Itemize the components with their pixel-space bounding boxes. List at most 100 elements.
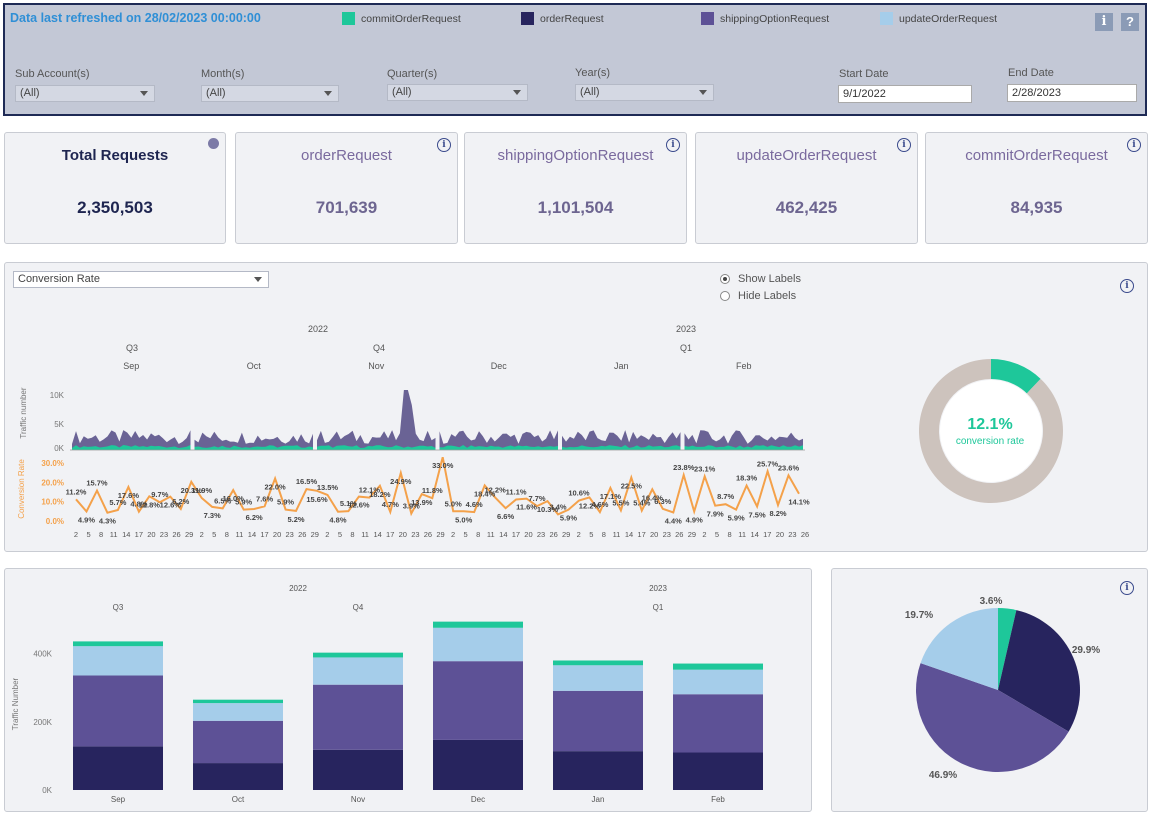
conversion-data-label: 25.7%: [757, 459, 779, 468]
hide-labels-radio[interactable]: Hide Labels: [720, 290, 796, 302]
month-select[interactable]: (All): [201, 85, 339, 102]
conversion-data-label: 11.6%: [516, 503, 537, 512]
legend-swatch-commit: [342, 12, 355, 25]
day-tick: 17: [260, 530, 268, 539]
conversion-data-label: 13.9%: [411, 498, 433, 507]
bar-segment: [433, 627, 523, 662]
conversion-data-label: 8.2%: [769, 509, 786, 518]
conversion-data-label: 12.8%: [139, 500, 161, 509]
bar-segment: [553, 665, 643, 691]
end-date-input[interactable]: 2/28/2023: [1007, 84, 1137, 102]
legend-item-shipping[interactable]: shippingOptionRequest: [701, 12, 829, 25]
day-tick: 11: [613, 530, 621, 539]
month-label: Month(s): [201, 68, 245, 80]
conversion-data-label: 33.0%: [432, 461, 454, 470]
bar-segment: [673, 669, 763, 695]
bar-segment: [193, 763, 283, 790]
commit-area-month: [72, 445, 191, 450]
legend-item-update[interactable]: updateOrderRequest: [880, 12, 997, 25]
chevron-down-icon: [513, 90, 521, 95]
bar-segment: [73, 641, 163, 647]
pie-slice-label: 46.9%: [929, 770, 957, 781]
bar-segment: [553, 751, 643, 790]
bar-segment: [433, 621, 523, 628]
day-tick: 20: [273, 530, 281, 539]
traffic-bar-chart: 2022 2023 Q3 Q4 Q1 Traffic Number 400K 200K 0K Se…: [11, 584, 763, 804]
traffic-axis-title: Traffic number: [19, 387, 28, 438]
commit-area-month: [194, 445, 313, 450]
day-tick: 14: [122, 530, 130, 539]
pie-slice: [998, 608, 1017, 690]
kpi-card-commit: commitOrderRequest 84,935 i: [925, 132, 1148, 244]
traffic-area-month: [684, 430, 803, 450]
day-tick: 2: [325, 530, 329, 539]
day-tick: 26: [675, 530, 683, 539]
year-select[interactable]: (All): [575, 84, 714, 101]
conversion-data-label: 5.9%: [560, 514, 577, 523]
kpi-value-order: 701,639: [315, 198, 378, 217]
bar-category-label: Feb: [711, 795, 725, 804]
conversion-data-label: 12.1%: [359, 486, 381, 495]
bar-category-label: Dec: [471, 795, 485, 804]
info-button[interactable]: i: [1095, 13, 1113, 31]
traffic-area-month: [317, 390, 436, 450]
kpi-title-update: updateOrderRequest: [736, 147, 877, 164]
legend-item-commit[interactable]: commitOrderRequest: [342, 12, 461, 25]
traffic-area-month: [562, 430, 681, 450]
show-labels-text: Show Labels: [738, 273, 801, 285]
info-icon[interactable]: i: [1120, 279, 1134, 293]
day-tick: 8: [728, 530, 732, 539]
day-tick: 17: [763, 530, 771, 539]
day-tick: 29: [562, 530, 570, 539]
kpi-value-shipping: 1,101,504: [537, 198, 614, 217]
show-labels-radio[interactable]: Show Labels: [720, 273, 801, 285]
info-icon[interactable]: i: [1120, 581, 1134, 595]
commit-area-month: [317, 445, 436, 450]
status-dot: [208, 138, 219, 149]
quarter-label: Q3: [126, 343, 138, 353]
info-icon[interactable]: i: [437, 138, 451, 152]
legend-swatch-order: [521, 12, 534, 25]
conversion-data-label: 5.5%: [612, 498, 629, 507]
kpi-card-total: Total Requests 2,350,503: [4, 132, 226, 244]
bar-y-tick: 0K: [42, 786, 52, 795]
day-tick: 2: [451, 530, 455, 539]
day-tick: 26: [298, 530, 306, 539]
start-date-input[interactable]: 9/1/2022: [838, 85, 972, 103]
kpi-card-update: updateOrderRequest 462,425 i: [695, 132, 918, 244]
conversion-data-label: 7.7%: [528, 494, 545, 503]
request-share-pie: 3.6% 29.9% 46.9% 19.7%: [905, 596, 1100, 781]
info-icon[interactable]: i: [666, 138, 680, 152]
help-button[interactable]: ?: [1121, 13, 1139, 31]
donut-value: 12.1%: [967, 416, 1013, 433]
kpi-card-order: orderRequest 701,639 i: [235, 132, 458, 244]
bar-segment: [73, 675, 163, 747]
day-tick: 5: [715, 530, 719, 539]
conversion-data-label: 5.7%: [109, 498, 126, 507]
day-tick: 17: [386, 530, 394, 539]
day-tick: 26: [424, 530, 432, 539]
bar-segment: [313, 684, 403, 750]
day-tick: 14: [751, 530, 759, 539]
day-tick: 5: [464, 530, 468, 539]
legend-item-order[interactable]: orderRequest: [521, 12, 604, 25]
quarter-select[interactable]: (All): [387, 84, 528, 101]
info-icon[interactable]: i: [897, 138, 911, 152]
day-tick: 23: [788, 530, 796, 539]
day-tick: 14: [373, 530, 381, 539]
quarter-label: Q1: [653, 603, 664, 612]
bar-segment: [433, 739, 523, 790]
measure-select[interactable]: Conversion Rate: [13, 271, 269, 288]
sub-account-select[interactable]: (All): [15, 85, 155, 102]
end-date-label: End Date: [1008, 67, 1054, 79]
conversion-data-label: 14.1%: [788, 498, 810, 507]
pie-slice: [998, 610, 1080, 732]
conversion-data-label: 4.8%: [329, 516, 346, 525]
radio-dot: [720, 291, 730, 301]
conversion-data-label: 16.0%: [223, 494, 245, 503]
info-icon[interactable]: i: [1127, 138, 1141, 152]
year-label: 2022: [289, 584, 307, 593]
conversion-data-label: 4.7%: [382, 500, 399, 509]
bar-category-label: Sep: [111, 795, 126, 804]
